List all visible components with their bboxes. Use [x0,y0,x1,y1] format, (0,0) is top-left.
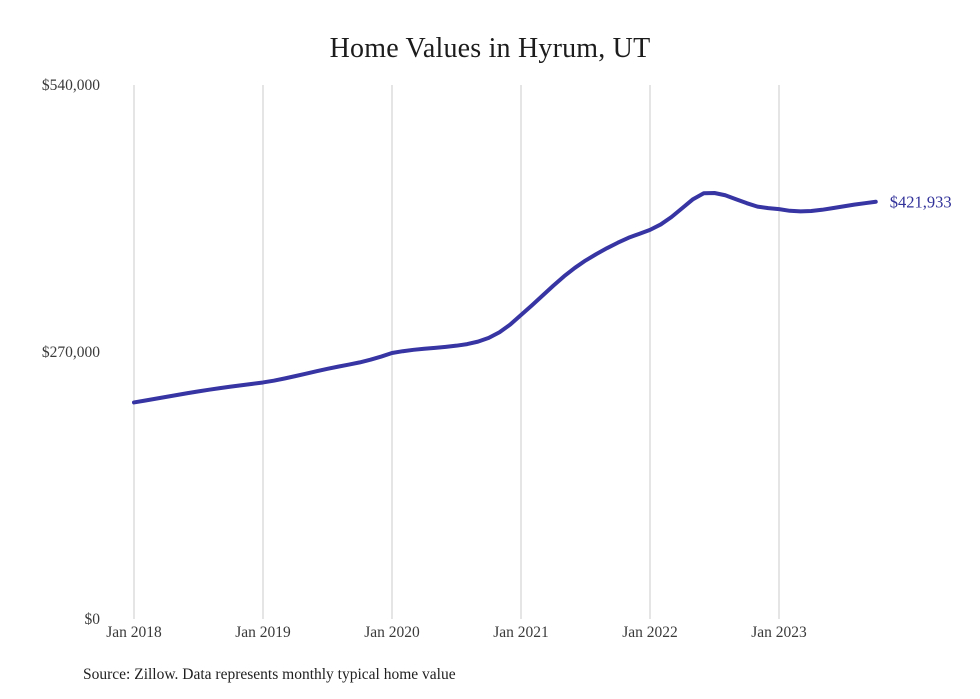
x-tick-label: Jan 2019 [235,624,291,641]
y-tick-label: $540,000 [42,77,100,94]
x-tick-label: Jan 2022 [622,624,678,641]
x-tick-label: Jan 2021 [493,624,549,641]
source-note: Source: Zillow. Data represents monthly … [83,666,456,683]
y-tick-label: $0 [85,611,101,628]
chart-title: Home Values in Hyrum, UT [329,33,651,64]
y-tick-label: $270,000 [42,344,100,361]
x-tick-label: Jan 2018 [106,624,162,641]
x-tick-label: Jan 2020 [364,624,420,641]
value-line [132,190,878,405]
end-value-label: $421,933 [890,192,952,211]
x-tick-label: Jan 2023 [751,624,807,641]
